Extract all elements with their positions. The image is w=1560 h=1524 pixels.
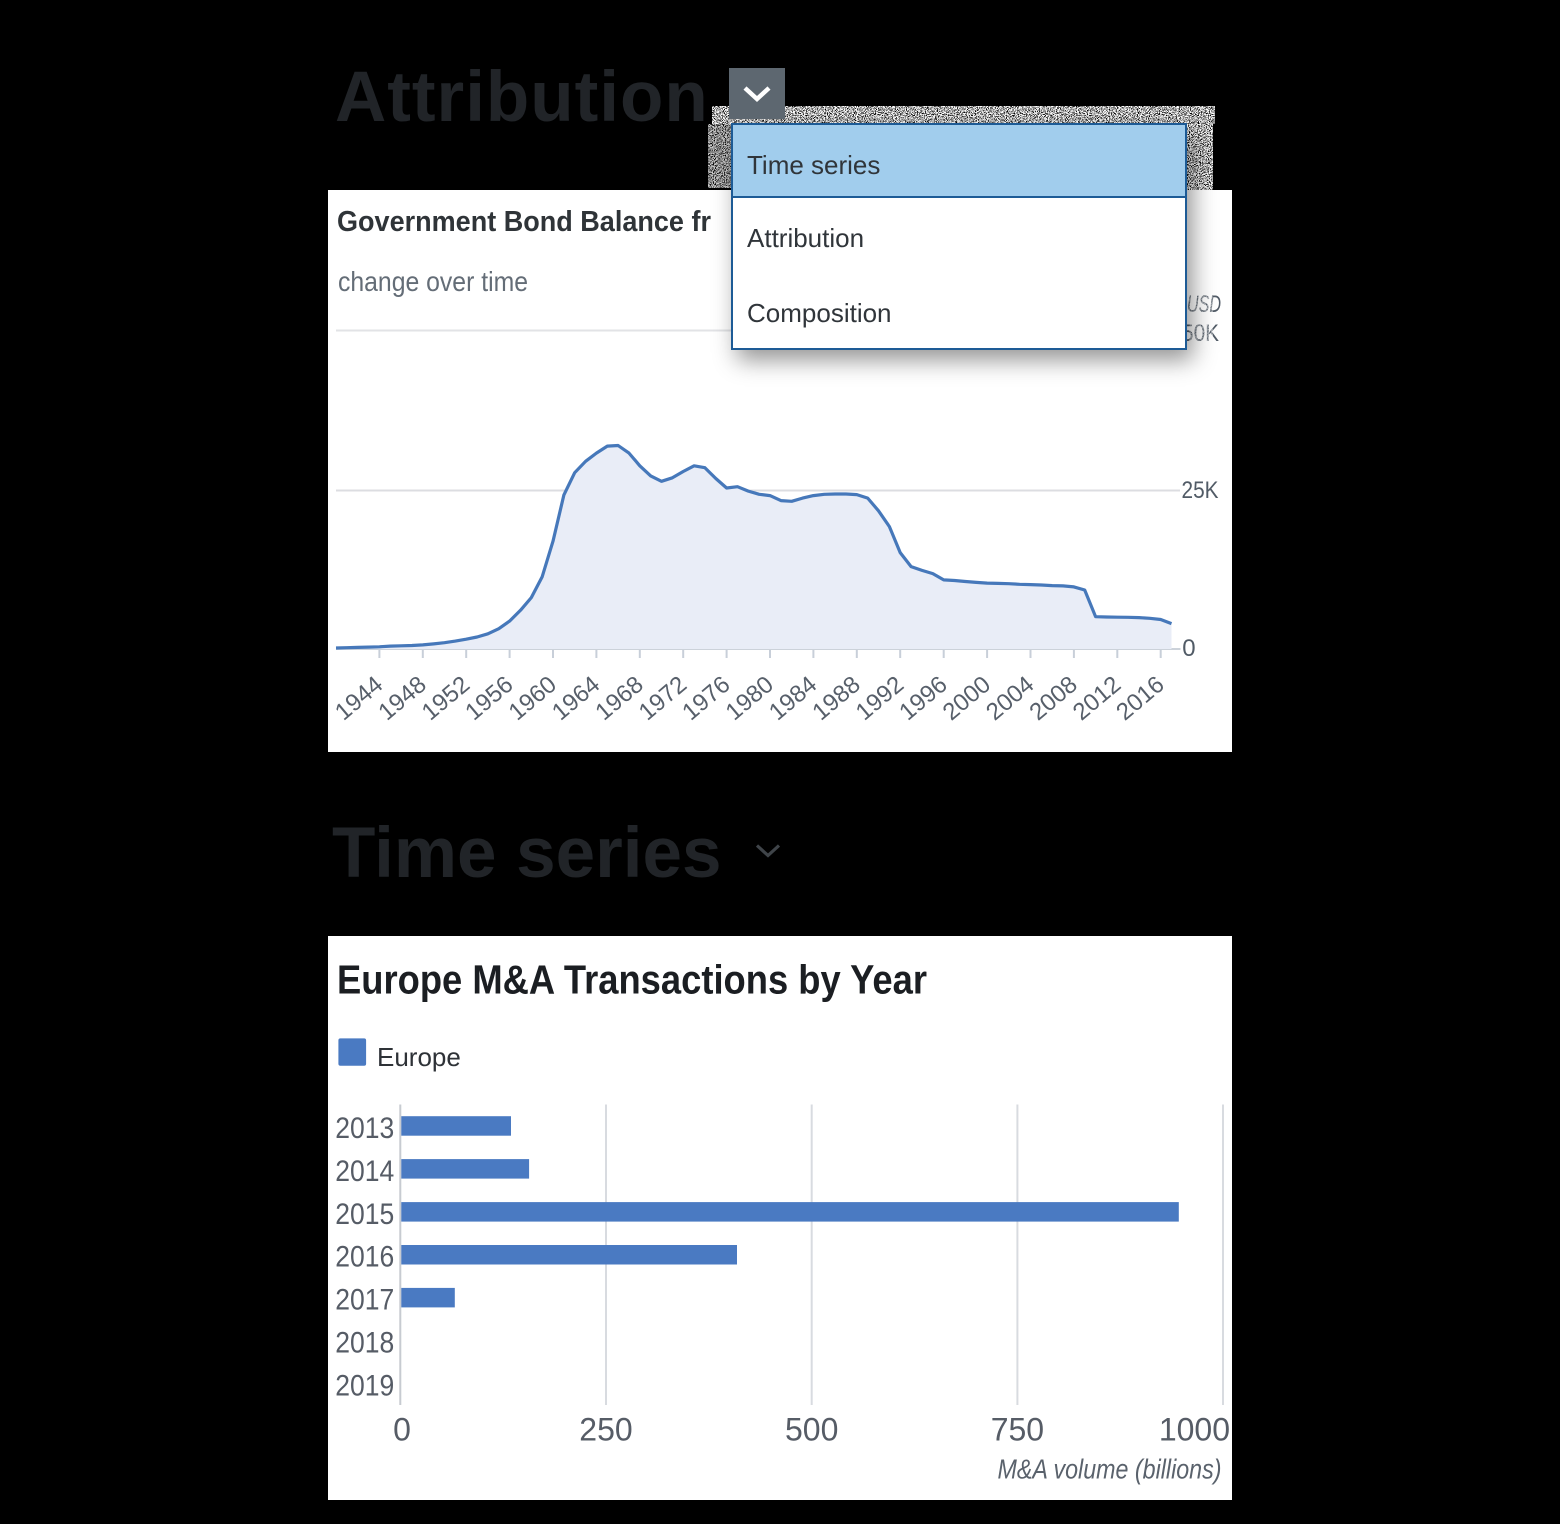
svg-text:2017: 2017 [335, 1284, 394, 1317]
svg-text:2013: 2013 [335, 1112, 394, 1145]
svg-text:Government Bond Balance fr: Government Bond Balance fr [337, 206, 711, 238]
svg-text:1964: 1964 [547, 671, 605, 726]
svg-text:2008: 2008 [1025, 671, 1083, 726]
svg-text:Europe: Europe [377, 1042, 461, 1072]
svg-text:1956: 1956 [460, 671, 518, 726]
svg-text:1972: 1972 [634, 671, 692, 726]
svg-text:2014: 2014 [335, 1155, 394, 1188]
svg-text:1996: 1996 [894, 671, 952, 726]
svg-text:2004: 2004 [981, 671, 1039, 726]
svg-text:2016: 2016 [1111, 671, 1169, 726]
svg-text:0: 0 [1182, 635, 1195, 662]
svg-text:1960: 1960 [504, 671, 562, 726]
svg-text:2000: 2000 [938, 671, 996, 726]
svg-text:1948: 1948 [373, 671, 431, 726]
svg-text:2015: 2015 [335, 1198, 394, 1231]
svg-text:25K: 25K [1182, 477, 1219, 504]
svg-text:1988: 1988 [807, 671, 865, 726]
svg-text:1968: 1968 [590, 671, 648, 726]
svg-text:1952: 1952 [417, 671, 475, 726]
svg-text:1976: 1976 [677, 671, 735, 726]
svg-text:1984: 1984 [764, 671, 822, 726]
svg-text:0: 0 [393, 1411, 411, 1447]
svg-text:Europe M&A Transactions by Yea: Europe M&A Transactions by Year [337, 957, 927, 1003]
svg-text:change over time: change over time [338, 266, 528, 297]
svg-text:500: 500 [785, 1411, 838, 1447]
svg-text:1992: 1992 [851, 671, 909, 726]
svg-text:2018: 2018 [335, 1327, 394, 1360]
svg-text:750: 750 [991, 1411, 1044, 1447]
svg-text:1944: 1944 [330, 671, 388, 726]
svg-text:M&A volume (billions): M&A volume (billions) [998, 1454, 1222, 1485]
svg-text:250: 250 [579, 1411, 632, 1447]
svg-text:1980: 1980 [721, 671, 779, 726]
svg-text:2012: 2012 [1068, 671, 1126, 726]
svg-text:2016: 2016 [335, 1241, 394, 1274]
svg-text:2019: 2019 [335, 1370, 394, 1403]
svg-text:1000: 1000 [1159, 1411, 1230, 1447]
